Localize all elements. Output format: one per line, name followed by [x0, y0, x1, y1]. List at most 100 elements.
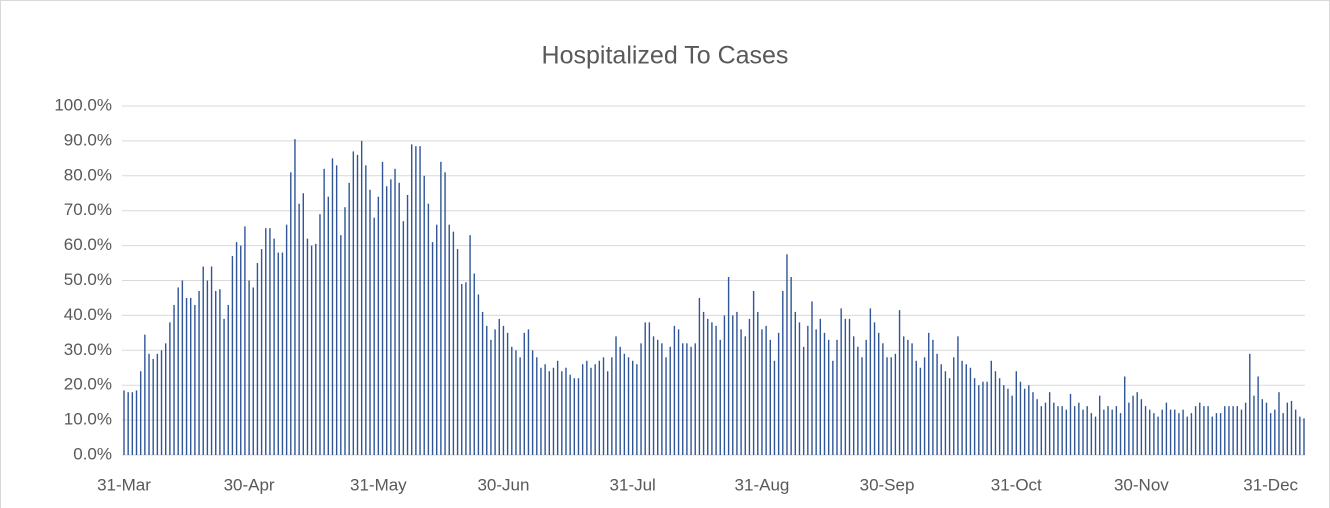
y-tick-label: 60.0% — [64, 235, 112, 254]
bar — [752, 290, 755, 455]
y-tick-label: 10.0% — [64, 410, 112, 429]
bar — [961, 360, 963, 455]
bar — [1086, 406, 1088, 455]
x-tick-label: 31-May — [350, 475, 407, 494]
bar — [936, 353, 938, 455]
x-tick-label: 30-Nov — [1114, 475, 1169, 494]
bar — [877, 332, 880, 455]
bar — [344, 207, 346, 455]
bar — [1144, 406, 1147, 455]
bar — [1240, 409, 1243, 455]
bar — [1282, 413, 1284, 455]
bar — [969, 367, 972, 455]
bar — [1294, 409, 1297, 455]
bar — [365, 165, 367, 455]
bar — [640, 343, 642, 455]
x-tick-label: 31-Dec — [1243, 475, 1298, 494]
bar — [694, 343, 696, 455]
bar — [598, 360, 601, 455]
bar — [206, 280, 209, 455]
bar — [436, 224, 438, 455]
bar — [757, 311, 759, 455]
bar — [381, 161, 384, 455]
bar — [965, 364, 967, 455]
bar — [415, 146, 417, 455]
bar — [577, 378, 580, 455]
bar — [1261, 399, 1264, 455]
bar — [852, 336, 855, 455]
bar — [1186, 416, 1188, 455]
bar — [998, 378, 1001, 455]
bar — [903, 336, 905, 455]
bar — [1286, 402, 1289, 455]
bar — [352, 151, 355, 455]
x-tick-label: 31-Oct — [991, 475, 1042, 494]
bar — [686, 343, 688, 455]
bar — [894, 353, 897, 455]
bar — [1274, 409, 1276, 455]
bar — [373, 217, 375, 455]
bar — [1224, 406, 1226, 455]
bar — [611, 357, 613, 455]
bar — [519, 357, 521, 455]
bar — [623, 353, 626, 455]
bar — [1069, 393, 1072, 455]
bar — [1094, 416, 1097, 455]
bar — [732, 315, 734, 455]
bar — [423, 175, 425, 456]
bar — [665, 357, 667, 455]
bar — [1219, 413, 1222, 455]
bar — [1082, 409, 1084, 455]
bar — [548, 371, 551, 455]
bar — [957, 336, 959, 455]
bar — [798, 322, 801, 455]
bar — [765, 325, 767, 455]
bar — [181, 280, 184, 455]
bar — [869, 308, 872, 455]
bar — [260, 249, 263, 455]
bar — [1199, 402, 1201, 455]
bar — [1036, 399, 1038, 455]
bar — [411, 144, 413, 455]
bar — [511, 346, 513, 455]
bar — [531, 350, 534, 455]
bar — [1303, 418, 1305, 455]
bar — [769, 339, 771, 455]
bar — [123, 390, 125, 455]
bar — [815, 329, 817, 455]
bar — [1107, 406, 1109, 455]
bar — [932, 339, 934, 455]
bar — [782, 290, 784, 455]
bar — [160, 350, 163, 455]
bar — [986, 381, 988, 455]
bar — [1278, 392, 1280, 455]
bar — [777, 332, 780, 455]
bar — [377, 196, 380, 456]
bar — [736, 311, 738, 455]
bar — [210, 266, 213, 455]
bar — [1057, 406, 1059, 455]
bar — [244, 226, 246, 455]
bar — [252, 287, 254, 455]
bar — [527, 329, 530, 455]
bar — [1194, 406, 1197, 455]
bar — [819, 318, 822, 455]
bar — [127, 392, 129, 455]
bar — [1140, 399, 1143, 455]
bar — [848, 318, 851, 455]
bar — [673, 325, 676, 455]
bar — [702, 311, 705, 455]
chart-title: Hospitalized To Cases — [542, 42, 789, 70]
bar — [827, 339, 830, 455]
bar — [1023, 388, 1026, 455]
bar — [1007, 388, 1009, 455]
bar — [890, 357, 892, 455]
bar — [1269, 413, 1272, 455]
bar — [1232, 406, 1234, 455]
bar — [356, 154, 359, 456]
bar — [302, 193, 304, 455]
bar — [569, 374, 571, 455]
bar — [402, 221, 405, 455]
